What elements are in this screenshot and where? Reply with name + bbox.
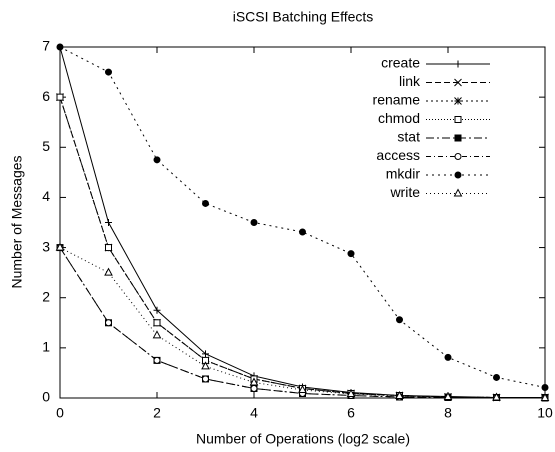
- data-point: [202, 375, 209, 383]
- legend-marker: [454, 60, 462, 68]
- data-point: [56, 43, 64, 51]
- series-line: [59, 46, 545, 398]
- data-point: [396, 316, 403, 324]
- y-tick-label: 3: [42, 238, 50, 254]
- data-point: [104, 267, 113, 276]
- legend-marker: [453, 188, 463, 197]
- x-tick-label: 10: [537, 405, 553, 421]
- data-point: [153, 156, 161, 164]
- data-point: [299, 228, 306, 236]
- y-tick-label: 4: [42, 188, 50, 204]
- series-line: [59, 96, 545, 398]
- data-point: [250, 384, 258, 392]
- series-line: [59, 46, 546, 388]
- legend-label: access: [376, 147, 420, 163]
- series-line: [59, 96, 545, 398]
- data-point: [346, 388, 356, 397]
- data-point: [202, 350, 209, 358]
- data-point: [347, 250, 355, 258]
- data-point: [201, 361, 210, 370]
- legend-label: chmod: [378, 110, 420, 126]
- legend-marker: [454, 153, 462, 160]
- y-tick-label: 0: [42, 389, 50, 405]
- data-point: [153, 306, 161, 314]
- legend-label: write: [389, 184, 420, 200]
- data-point: [105, 68, 112, 76]
- y-tick-label: 2: [42, 288, 50, 304]
- data-point: [105, 219, 112, 226]
- series-line: [59, 247, 546, 399]
- data-point: [153, 319, 161, 327]
- data-point: [541, 383, 549, 391]
- legend-label: create: [381, 55, 420, 71]
- legend-marker: [454, 171, 462, 179]
- x-axis-label: Number of Operations (log2 scale): [196, 431, 410, 447]
- series-line: [59, 247, 546, 399]
- chart-title: iSCSI Batching Effects: [233, 9, 374, 25]
- legend-label: rename: [373, 92, 421, 108]
- legend-label: stat: [397, 129, 420, 145]
- data-point: [492, 392, 501, 401]
- x-tick-label: 4: [250, 405, 258, 421]
- y-axis-label: Number of Messages: [9, 155, 25, 288]
- series-line: [59, 96, 545, 398]
- legend-marker: [454, 97, 462, 105]
- data-point: [153, 356, 161, 364]
- data-point: [250, 219, 258, 226]
- x-tick-label: 8: [444, 405, 452, 421]
- x-tick-label: 6: [347, 405, 355, 421]
- data-point: [493, 373, 500, 381]
- legend-marker: [454, 134, 462, 142]
- data-point: [202, 199, 209, 207]
- data-point: [105, 319, 112, 327]
- data-point: [443, 391, 453, 400]
- data-point: [55, 242, 65, 251]
- data-point: [249, 377, 259, 386]
- data-point: [152, 330, 162, 339]
- data-point: [395, 390, 404, 399]
- legend-label: mkdir: [386, 166, 421, 182]
- legend-label: link: [399, 73, 421, 89]
- y-tick-label: 7: [42, 38, 50, 54]
- plot-frame: [59, 46, 546, 399]
- y-tick-label: 6: [42, 88, 50, 104]
- x-tick-label: 0: [56, 405, 64, 421]
- data-point: [444, 353, 452, 361]
- series-line: [59, 247, 546, 399]
- data-point: [56, 93, 64, 101]
- data-point: [298, 384, 307, 393]
- legend-marker: [454, 116, 462, 123]
- legend-marker: [454, 78, 462, 87]
- data-point: [105, 244, 112, 252]
- x-tick-label: 2: [153, 405, 161, 421]
- y-tick-label: 1: [42, 339, 50, 355]
- y-tick-label: 5: [42, 138, 50, 154]
- data-point: [540, 392, 550, 401]
